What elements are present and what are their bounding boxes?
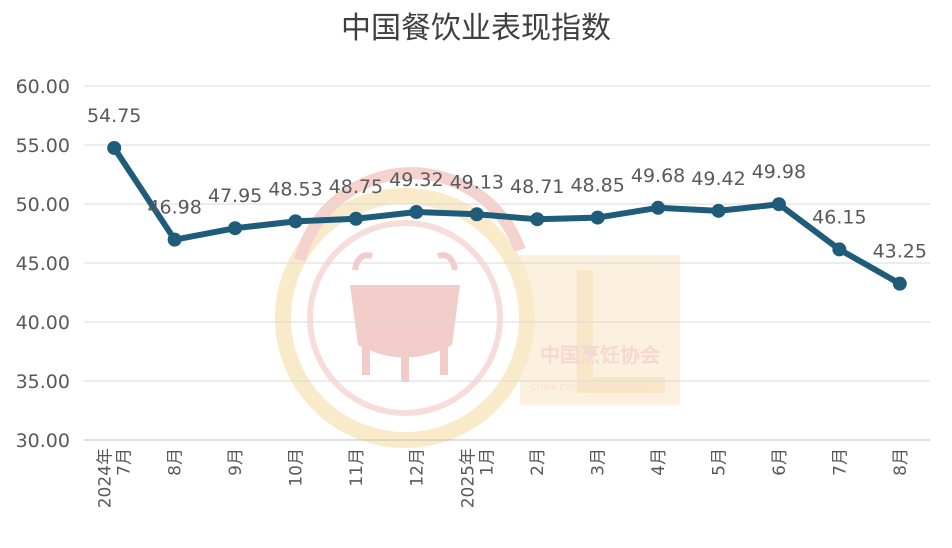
x-tick-label: 8月 [891,448,911,476]
series-line [111,144,903,287]
x-tick-label: 4月 [649,448,669,476]
data-label: 49.13 [450,171,504,193]
gridlines [84,85,930,382]
series-index [107,140,907,291]
watermark-cauldron-handle [437,252,458,271]
x-tick-label: 8月 [166,448,186,476]
x-tick-label: 9月 [226,448,246,476]
x-tick-label: 6月 [770,448,790,476]
x-tick-label: 12月 [407,448,427,487]
data-point [530,212,545,227]
watermark-cauldron-leg [401,352,409,382]
x-tick-label: 2024年 [96,448,116,508]
data-point [651,200,666,215]
data-point [288,214,303,229]
y-tick-label: 50.00 [16,194,70,216]
x-tick-group: 5月 [710,448,730,476]
y-tick-label: 40.00 [16,312,70,334]
data-point [228,221,243,236]
watermark-letter-l [577,270,665,393]
data-labels: 54.75 46.98 47.95 48.53 48.75 49.32 49.13 48.71… [87,105,927,263]
x-tick-label: 7月 [115,448,135,476]
x-tick-group: 2024年 7月 [96,448,135,508]
data-label: 43.25 [873,241,927,263]
data-label: 46.15 [812,206,866,228]
x-tick-group: 2月 [528,448,548,476]
data-point [590,210,605,225]
x-tick-group: 8月 [166,448,186,476]
data-point [167,232,182,247]
data-label: 48.53 [268,178,322,200]
x-tick-group: 9月 [226,448,246,476]
data-label: 47.95 [208,185,262,207]
x-tick-label: 5月 [710,448,730,476]
watermark-inner-ring [307,220,503,416]
x-tick-group: 2025年 1月 [458,448,497,508]
data-label: 49.32 [389,169,443,191]
y-tick-label: 55.00 [16,135,70,157]
data-point [892,276,907,291]
x-tick-group: 4月 [649,448,669,476]
data-point [711,203,726,218]
watermark-cauldron-leg [362,345,370,375]
y-tick-label: 60.00 [16,76,70,98]
data-label: 48.71 [510,176,564,198]
chart-title: 中国餐饮业表现指数 [341,11,611,46]
x-tick-group: 8月 [891,448,911,476]
data-label: 49.68 [631,165,685,187]
data-point [832,242,847,257]
data-point [348,211,363,226]
watermark-cauldron-handle [352,252,373,271]
data-label: 48.75 [329,176,383,198]
watermark-text: 中国烹饪协会 [540,343,660,367]
x-axis-ticks: 2024年 7月 8月 9月 10月 11月 12月 2025年 1月 2月 3月 4月 5月 6月 7月 8… [96,448,911,508]
data-point [469,207,484,222]
x-tick-group: 12月 [407,448,427,487]
x-tick-label: 2月 [528,448,548,476]
x-tick-group: 3月 [589,448,609,476]
x-tick-group: 11月 [347,448,367,487]
data-label: 54.75 [87,105,141,127]
data-point [107,140,122,155]
data-point [409,205,424,220]
watermark-subtext: CHINA CUISINE ASSOCIATION [531,383,648,392]
data-point [771,197,786,212]
data-label: 48.85 [570,175,624,197]
x-tick-label: 7月 [830,448,850,476]
y-tick-label: 35.00 [16,371,70,393]
x-tick-label: 2025年 [458,448,478,508]
y-tick-label: 30.00 [16,430,70,452]
x-tick-label: 3月 [589,448,609,476]
watermark-cauldron-leg [440,345,448,375]
x-tick-label: 1月 [477,448,497,476]
x-tick-label: 11月 [347,448,367,487]
x-tick-group: 7月 [830,448,850,476]
watermark-cauldron [350,285,460,358]
y-axis-ticks: 30.00 35.00 40.00 45.00 50.00 55.00 60.00 [16,76,70,452]
x-tick-group: 6月 [770,448,790,476]
y-tick-label: 45.00 [16,253,70,275]
x-tick-label: 10月 [287,448,307,487]
x-tick-group: 10月 [287,448,307,487]
data-label: 49.98 [752,161,806,183]
data-label: 46.98 [147,197,201,219]
data-label: 49.42 [691,168,745,190]
